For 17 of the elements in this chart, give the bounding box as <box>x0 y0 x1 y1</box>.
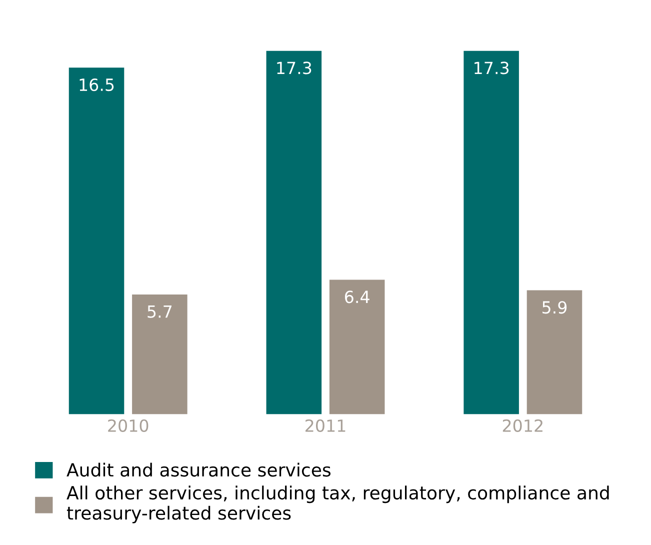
bar <box>68 68 124 414</box>
legend-label: All other services, including tax, regulatory, compliance and treasury-related services <box>66 486 609 524</box>
data-label: 5.7 <box>148 306 172 318</box>
data-label: 6.4 <box>344 290 370 304</box>
data-label: 5.9 <box>542 301 567 314</box>
bar <box>526 290 582 414</box>
bar <box>329 280 385 414</box>
x-tick-label: 2012 <box>502 419 542 432</box>
bar <box>464 50 519 414</box>
x-tick-label: 2010 <box>108 419 148 432</box>
legend-label: Audit and assurance services <box>66 462 330 477</box>
data-label: 17.3 <box>474 62 509 74</box>
data-label: 16.5 <box>80 78 114 92</box>
x-tick-label: 2011 <box>306 419 346 432</box>
bar <box>266 50 322 414</box>
data-label: 17.3 <box>277 62 312 74</box>
bar <box>132 294 188 414</box>
